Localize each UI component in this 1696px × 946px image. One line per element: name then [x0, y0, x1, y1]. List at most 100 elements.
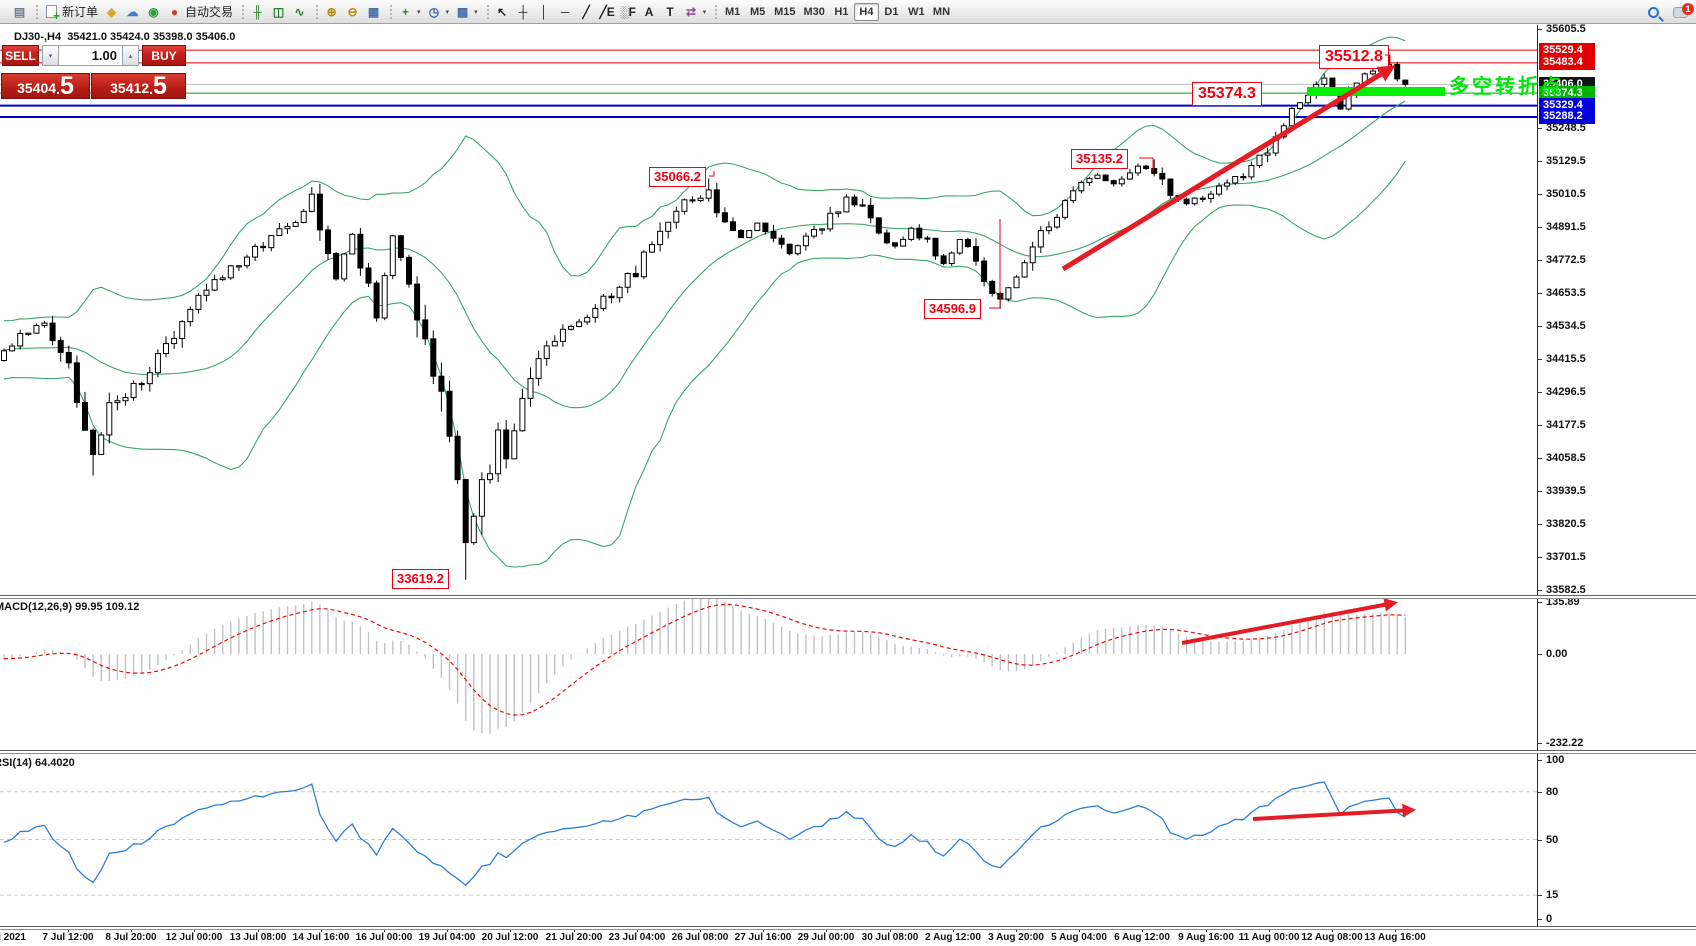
market-watch-button[interactable]: ◆ — [101, 2, 122, 22]
rsi-line — [3, 781, 1406, 887]
new-order-button[interactable]: 新订单 — [41, 2, 101, 22]
axis-tick — [1537, 654, 1542, 655]
volume-decrease-button[interactable]: ▾ — [42, 45, 59, 66]
time-axis-label: 7 Jul 12:00 — [42, 932, 94, 943]
horizontal-line-button[interactable]: ─ — [555, 2, 576, 22]
panel-separator[interactable] — [0, 750, 1696, 754]
timeframe-m15[interactable]: M15 — [774, 5, 796, 18]
axis-tick — [763, 929, 764, 932]
axis-tick — [1332, 929, 1333, 932]
sell-price[interactable]: 35404. 5 — [1, 73, 90, 99]
macd-panel[interactable] — [0, 599, 1537, 750]
chat-icon[interactable]: 1 — [1673, 2, 1694, 18]
time-axis-label: 5 Aug 04:00 — [1051, 932, 1107, 943]
axis-tick — [1537, 743, 1542, 744]
axis-tick — [1269, 929, 1270, 932]
text-label-button[interactable]: T — [660, 2, 681, 22]
auto-trading-button[interactable]: ● 自动交易 — [164, 2, 236, 22]
volume-input[interactable] — [59, 45, 122, 66]
price-callout[interactable]: 35512.8 — [1319, 45, 1389, 69]
line-chart-button[interactable]: ∿ — [289, 2, 310, 22]
buy-price[interactable]: 35412. 5 — [91, 73, 186, 99]
price-callout[interactable]: 35066.2 — [649, 167, 706, 188]
panel-separator[interactable] — [0, 926, 1696, 930]
time-axis-label: 26 Jul 08:00 — [671, 932, 729, 943]
arrows-icon: ⇄ — [686, 4, 697, 19]
volume-increase-button[interactable]: ▴ — [122, 45, 139, 66]
bars-chart-button[interactable]: ╫ — [247, 2, 268, 22]
axis-tick — [1537, 840, 1542, 841]
time-axis[interactable]: ul 2021 7 Jul 12:00 8 Jul 20:00 12 Jul 00:0… — [0, 929, 1696, 946]
axis-tick — [1537, 557, 1542, 558]
price-callout[interactable]: 35135.2 — [1071, 149, 1128, 170]
zoom-out-button[interactable]: ⊖ — [342, 2, 363, 22]
timeframe-d1[interactable]: D1 — [884, 5, 899, 18]
price-axis-label: 34177.5 — [1546, 419, 1586, 431]
crosshair-button[interactable]: ┼ — [513, 2, 534, 22]
indicators-icon: + — [402, 4, 410, 19]
price-axis-label: 34296.5 — [1546, 386, 1586, 398]
fibonacci-button[interactable]: ░F — [618, 2, 639, 22]
axis-tick — [1079, 929, 1080, 932]
price-axis-label: 34891.5 — [1546, 221, 1586, 233]
equidistant-channel-button[interactable]: ╱E — [597, 2, 618, 22]
axis-tick — [1537, 128, 1542, 129]
price-callout[interactable]: 34596.9 — [924, 299, 981, 320]
signals-button[interactable]: ◉ — [143, 2, 164, 22]
candlestick-chart-button[interactable]: ◫ — [268, 2, 289, 22]
price-axis-label: 35248.5 — [1546, 122, 1586, 134]
price-callout[interactable]: 33619.2 — [392, 569, 449, 590]
timeframe-group: M1 M5 M15 M30 H1 H4 D1 W1 MN — [713, 1, 958, 23]
timeframe-m30[interactable]: M30 — [803, 5, 825, 18]
time-axis-label: 6 Aug 12:00 — [1114, 932, 1170, 943]
buy-button[interactable]: BUY — [142, 45, 186, 66]
price-axis-label: 34653.5 — [1546, 287, 1586, 299]
time-axis-label: 14 Jul 16:00 — [292, 932, 350, 943]
axis-tick — [1206, 929, 1207, 932]
price-axis-border — [1537, 25, 1538, 930]
price-axis-label: 33820.5 — [1546, 518, 1586, 530]
crosshair-icon: ┼ — [518, 4, 528, 19]
timeframe-m5[interactable]: M5 — [749, 5, 766, 18]
navigator-button[interactable]: ☁ — [122, 2, 143, 22]
one-click-trading-panel: SELL ▾ ▴ BUY 35404.5 35412.5 — [1, 44, 186, 99]
price-axis-label: 35605.5 — [1546, 23, 1586, 35]
axis-tick — [637, 929, 638, 932]
time-axis-label: ul 2021 — [0, 932, 26, 943]
timeframe-w1[interactable]: W1 — [908, 5, 925, 18]
price-axis-label: 35129.5 — [1546, 155, 1586, 167]
timeframe-h1[interactable]: H1 — [834, 5, 849, 18]
chevron-down-icon: ▾ — [474, 8, 478, 16]
timeframe-mn[interactable]: MN — [932, 5, 951, 18]
rsi-axis-label: 100 — [1546, 754, 1565, 766]
price-chart[interactable] — [0, 25, 1537, 595]
templates-button[interactable]: ▩ ▾ — [452, 2, 481, 22]
text-button[interactable]: A — [639, 2, 660, 22]
chart-window-button[interactable]: ▤ — [9, 2, 30, 22]
price-callout[interactable]: 35374.3 — [1192, 82, 1262, 106]
axis-tick — [1537, 326, 1542, 327]
price-axis[interactable]: 35605.5 35248.5 35129.5 35010.5 34891.5 34772… — [1537, 23, 1696, 930]
zoom-in-button[interactable]: ⊕ — [321, 2, 342, 22]
macd-axis-label: 135.89 — [1546, 596, 1580, 608]
timeframe-h4[interactable]: H4 — [853, 2, 879, 21]
sell-button[interactable]: SELL — [2, 45, 39, 66]
search-icon[interactable] — [1648, 6, 1659, 18]
timeframe-m1[interactable]: M1 — [724, 5, 741, 18]
chevron-down-icon: ▾ — [417, 8, 421, 16]
arrows-button[interactable]: ⇄ ▾ — [681, 2, 710, 22]
periods-button[interactable]: ◷ ▾ — [424, 2, 453, 22]
time-axis-label: 13 Aug 16:00 — [1364, 932, 1426, 943]
chevron-down-icon: ▾ — [445, 8, 450, 16]
highlight-bar-annotation[interactable] — [1307, 87, 1445, 96]
tile-windows-button[interactable]: ▦ — [363, 2, 384, 22]
vertical-line-button[interactable]: │ — [534, 2, 555, 22]
panel-separator[interactable] — [0, 595, 1696, 599]
chart-window-icon: ▤ — [13, 4, 26, 19]
cursor-button[interactable]: ↖ — [492, 2, 513, 22]
indicators-button[interactable]: + ▾ — [395, 2, 424, 22]
trendline-button[interactable]: ╱ — [576, 2, 597, 22]
rsi-panel[interactable] — [0, 754, 1537, 926]
turning-point-annotation[interactable]: 多空转折点 — [1449, 76, 1564, 98]
